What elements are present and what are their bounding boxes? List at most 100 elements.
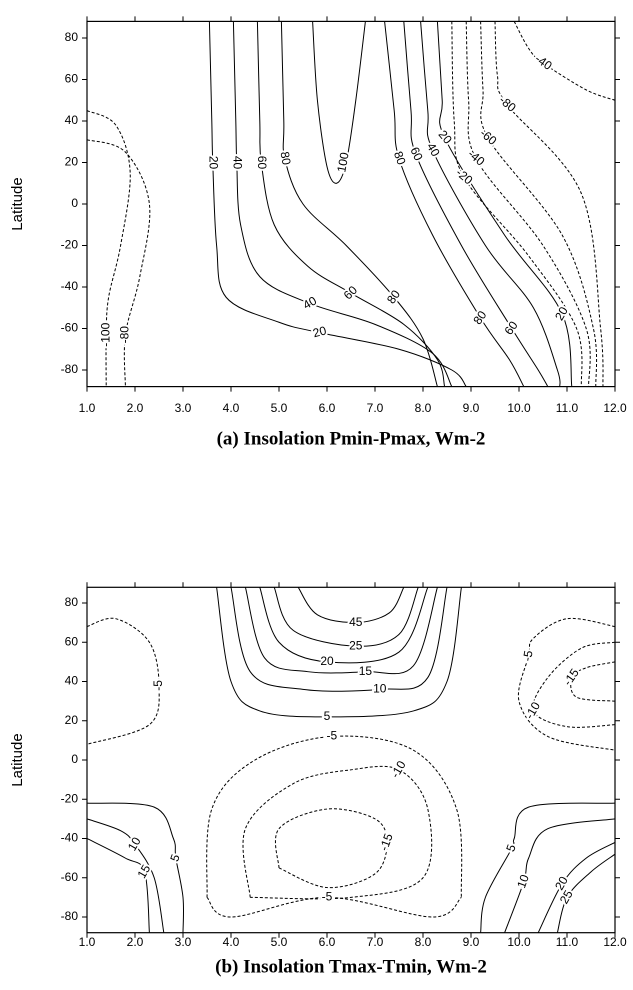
y-tick-label: -40 [61, 279, 79, 293]
y-tick-label: -60 [61, 870, 79, 884]
x-tick-label: 8.0 [415, 401, 432, 415]
contour-label: -80 [118, 326, 132, 344]
contour-line [232, 21, 453, 387]
contour-label: 40 [424, 140, 443, 159]
contour-line [494, 21, 604, 387]
y-tick-label: -80 [61, 362, 79, 376]
contour-label: 15 [359, 664, 373, 678]
x-tick-label: 11.0 [556, 935, 579, 949]
contour-label: 5 [324, 709, 331, 723]
contour-line [206, 735, 463, 898]
x-tick-label: 5.0 [271, 401, 288, 415]
contour-label: 80 [384, 287, 403, 306]
contour-label: 60 [502, 318, 521, 337]
x-tick-label: 9.0 [463, 401, 480, 415]
y-tick-label: -60 [61, 321, 79, 335]
contour-label: -20 [453, 165, 476, 187]
x-tick-label: 10.0 [507, 935, 531, 949]
y-tick-label: 80 [65, 30, 79, 44]
contour-line [570, 661, 615, 702]
y-tick-label: 0 [71, 196, 78, 210]
contour-label: 10 [373, 682, 387, 696]
contour-line [480, 21, 598, 387]
contour-label: -15 [560, 666, 582, 689]
contour-label: 60 [407, 145, 425, 163]
contour-label: -5 [326, 729, 337, 743]
contour-line [206, 896, 462, 918]
contour-line [274, 808, 388, 889]
contour-line [556, 853, 615, 933]
contour-label: 80 [278, 150, 294, 166]
contour-label: -80 [496, 93, 519, 115]
contour-label: 5 [503, 842, 519, 853]
contour-label: 40 [231, 156, 245, 170]
contour-label: -15 [377, 831, 396, 852]
x-tick-label: 6.0 [319, 401, 336, 415]
contour-label: -10 [388, 758, 409, 780]
contour-line [513, 21, 615, 101]
contour-line [87, 110, 131, 387]
contour-label: -5 [520, 649, 536, 662]
y-tick-label: 0 [71, 752, 78, 766]
x-tick-label: 6.0 [319, 935, 336, 949]
contour-line [256, 21, 446, 387]
contour-line [297, 587, 405, 624]
contour-line [230, 587, 448, 692]
plot-frame [86, 20, 616, 388]
plot-area: 20 40 60 80 100 80604020-20-40-60-80-40402060… [87, 21, 615, 387]
contour-label: 25 [349, 638, 363, 652]
chart-title: (a) Insolation Pmin-Pmax, Wm-2 [217, 428, 486, 449]
x-tick-label: 1.0 [79, 935, 96, 949]
contour-label: -5 [322, 890, 333, 904]
contour-line [87, 802, 185, 933]
x-tick-label: 4.0 [223, 935, 240, 949]
contour-label: 80 [470, 308, 489, 327]
contour-label: 20 [320, 654, 334, 668]
y-axis-label: Latitude [9, 177, 26, 230]
contour-line [87, 139, 151, 387]
contour-line [517, 617, 615, 751]
y-tick-label: 20 [65, 155, 79, 169]
x-tick-label: 12.0 [603, 401, 627, 415]
y-tick-label: 60 [65, 634, 79, 648]
y-tick-label: 40 [65, 674, 79, 688]
contour-line [537, 841, 615, 933]
contour-line [480, 802, 615, 933]
contour-label: 10 [125, 834, 144, 853]
contour-line [259, 587, 429, 664]
contour-label: 40 [301, 293, 320, 312]
x-tick-label: 9.0 [463, 935, 480, 949]
x-tick-label: 7.0 [367, 401, 384, 415]
y-tick-label: 80 [65, 595, 79, 609]
contour-line [504, 818, 615, 933]
y-tick-label: 20 [65, 713, 79, 727]
contour-label: 100 [334, 151, 351, 173]
x-tick-label: 2.0 [127, 401, 144, 415]
contour-line [216, 587, 462, 718]
x-tick-label: 1.0 [79, 401, 96, 415]
contour-line [87, 818, 165, 933]
contour-label: 60 [341, 283, 361, 303]
x-tick-label: 12.0 [603, 935, 627, 949]
x-tick-label: 4.0 [223, 401, 240, 415]
contour-line [208, 21, 467, 387]
contour-label: -40 [465, 147, 488, 169]
contour-label: 20 [311, 323, 328, 340]
x-tick-label: 10.0 [507, 401, 531, 415]
y-axis-label: Latitude [9, 733, 26, 786]
contour-label: -40 [532, 52, 555, 74]
x-tick-label: 11.0 [556, 401, 579, 415]
contour-line [436, 21, 573, 387]
contour-line [451, 21, 583, 387]
y-tick-label: -80 [61, 909, 79, 923]
contour-label: 20 [552, 304, 571, 323]
contour-label: -5 [151, 680, 165, 691]
x-tick-label: 3.0 [175, 935, 192, 949]
x-tick-label: 2.0 [127, 935, 144, 949]
contour-line [87, 617, 160, 745]
contour-line [312, 21, 366, 184]
contour-line [244, 587, 438, 675]
